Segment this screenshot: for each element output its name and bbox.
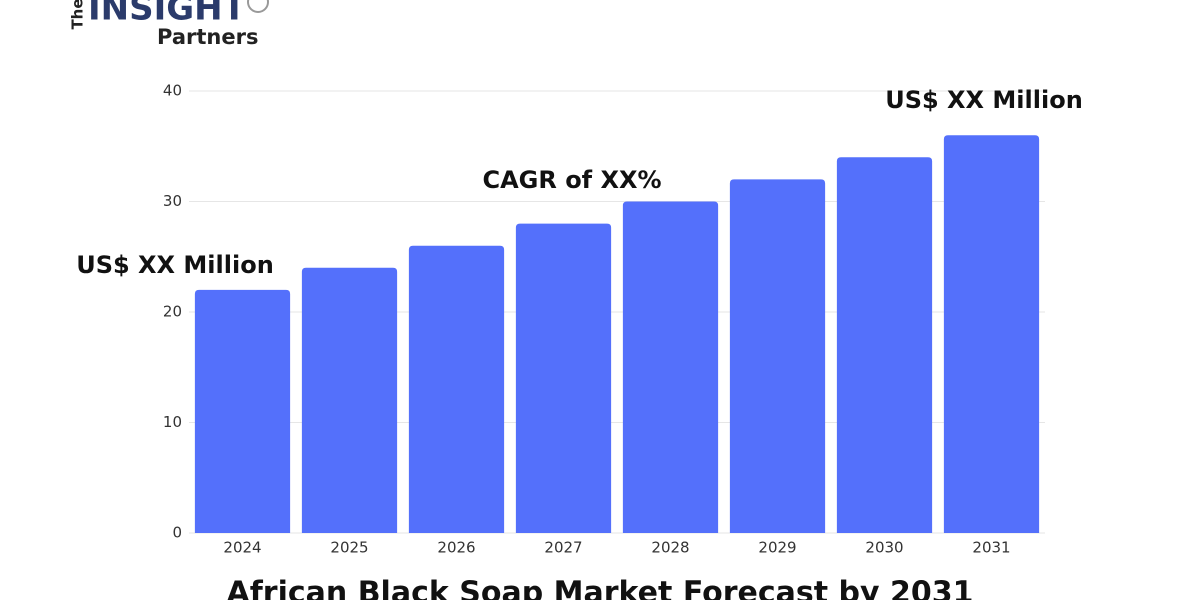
logo: The INSIGHT Partners — [69, 0, 269, 49]
y-tick-label: 20 — [163, 303, 182, 321]
x-tick-label: 2028 — [651, 539, 689, 557]
y-tick-label: 40 — [163, 82, 182, 100]
bar — [194, 289, 291, 533]
logo-icon — [247, 0, 269, 13]
bar — [408, 245, 505, 533]
bar — [943, 135, 1040, 533]
chart-title: African Black Soap Market Forecast by 20… — [227, 576, 974, 600]
y-tick-label: 0 — [172, 524, 182, 542]
y-tick-label: 30 — [163, 192, 182, 210]
annotation: US$ XX Million — [76, 251, 274, 279]
x-tick-label: 2027 — [544, 539, 582, 557]
annotation: CAGR of XX% — [482, 166, 661, 194]
y-tick-label: 10 — [163, 413, 182, 431]
x-tick-label: 2030 — [865, 539, 903, 557]
x-tick-label: 2024 — [223, 539, 261, 557]
logo-name: INSIGHT — [88, 0, 247, 29]
bar — [622, 201, 719, 533]
bar — [836, 157, 933, 534]
annotation: US$ XX Million — [885, 86, 1083, 114]
bar — [729, 179, 826, 533]
logo-prefix: The — [69, 0, 87, 30]
x-tick-label: 2026 — [437, 539, 475, 557]
x-tick-label: 2031 — [972, 539, 1010, 557]
bar — [301, 267, 398, 533]
x-tick-label: 2029 — [758, 539, 796, 557]
logo-suffix: Partners — [157, 25, 258, 49]
bar — [515, 223, 612, 533]
x-tick-label: 2025 — [330, 539, 368, 557]
